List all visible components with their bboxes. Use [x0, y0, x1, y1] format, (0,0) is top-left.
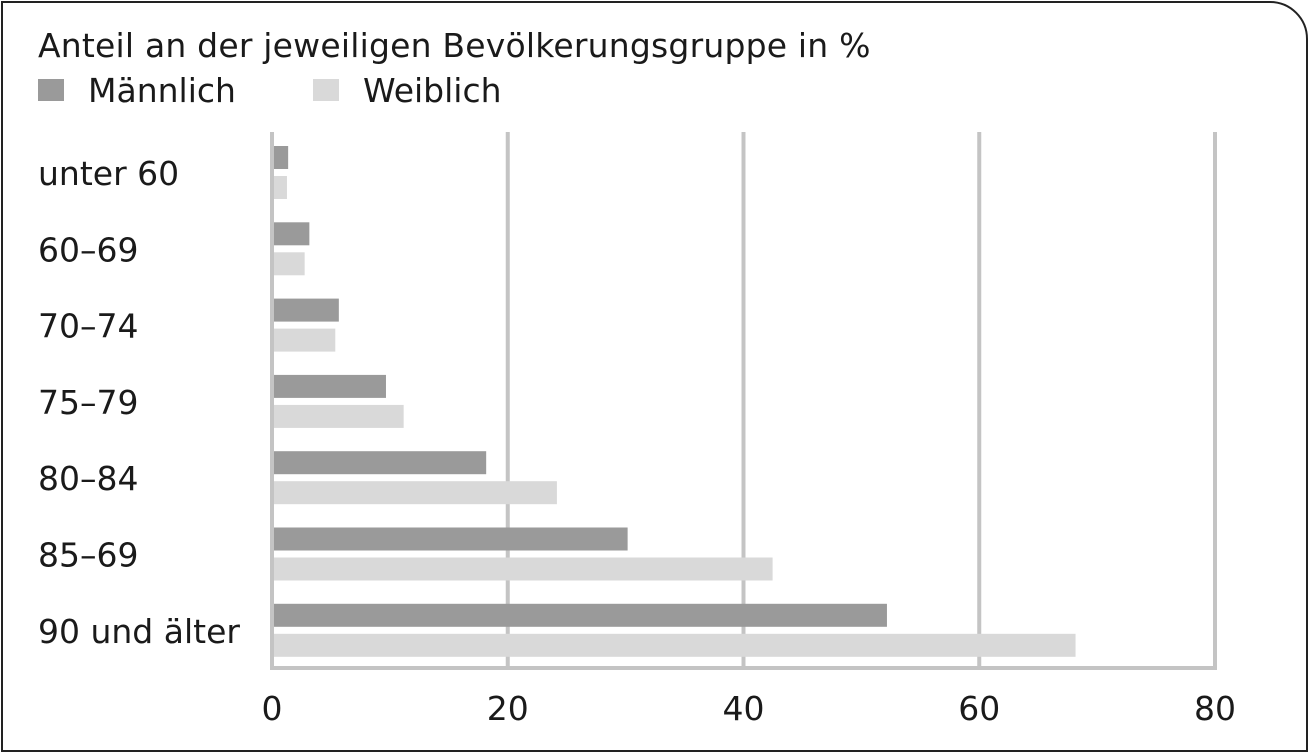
bar-weiblich-5 — [274, 557, 773, 581]
x-tick-label-60: 60 — [958, 689, 1000, 728]
bar-weiblich-1 — [274, 252, 305, 276]
category-label-6: 90 und älter — [38, 612, 240, 651]
bar-weiblich-6 — [274, 633, 1076, 657]
legend-label-weiblich: Weiblich — [363, 70, 502, 110]
category-label-4: 80–84 — [38, 459, 138, 498]
x-tick-label-40: 40 — [723, 689, 765, 728]
bar-weiblich-3 — [274, 404, 404, 428]
x-tick-label-20: 20 — [487, 689, 529, 728]
bar-weiblich-4 — [274, 481, 557, 505]
bar-maennlich-6 — [274, 603, 887, 627]
category-label-0: unter 60 — [38, 154, 179, 193]
category-label-5: 85–69 — [38, 536, 138, 575]
legend-item-maennlich: Männlich — [38, 70, 236, 110]
legend-swatch-weiblich — [313, 79, 339, 101]
bar-maennlich-2 — [274, 298, 339, 322]
bar-maennlich-1 — [274, 222, 310, 246]
bar-maennlich-5 — [274, 527, 628, 551]
legend-item-weiblich: Weiblich — [313, 70, 502, 110]
chart-title: Anteil an der jeweiligen Bevölkerungsgru… — [38, 26, 871, 65]
x-tick-label-80: 80 — [1194, 689, 1236, 728]
legend-label-maennlich: Männlich — [88, 70, 236, 110]
legend-swatch-maennlich — [38, 79, 64, 101]
category-label-2: 70–74 — [38, 307, 138, 346]
bar-weiblich-0 — [274, 176, 287, 199]
x-tick-label-0: 0 — [262, 689, 283, 728]
category-label-3: 75–79 — [38, 383, 138, 422]
bar-maennlich-4 — [274, 451, 487, 475]
bar-weiblich-2 — [274, 328, 336, 352]
category-label-1: 60–69 — [38, 230, 138, 269]
bar-maennlich-0 — [274, 146, 289, 169]
bar-maennlich-3 — [274, 374, 386, 398]
